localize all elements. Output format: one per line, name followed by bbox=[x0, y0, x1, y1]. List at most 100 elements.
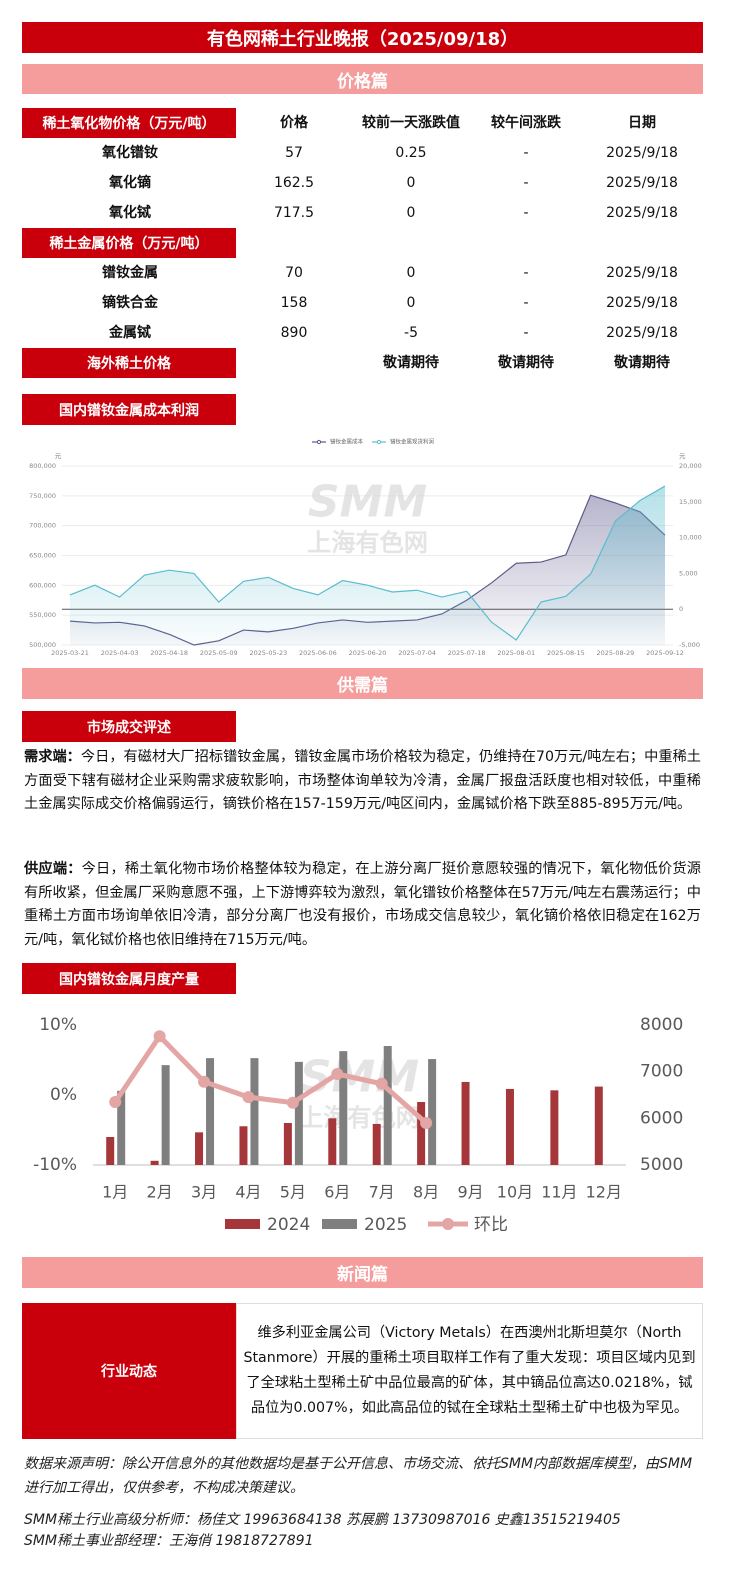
point bbox=[198, 1075, 211, 1088]
cell-value: 2025/9/18 bbox=[606, 175, 678, 191]
cell-value: 2025/9/18 bbox=[606, 145, 678, 161]
bar bbox=[195, 1132, 204, 1165]
legend-dot bbox=[376, 439, 382, 445]
paragraph: 需求端：今日，有磁材大厂招标镨钕金属，镨钕金属市场价格较为稳定，仍维持在70万元… bbox=[24, 746, 701, 817]
cell-value: 70 bbox=[285, 265, 303, 281]
y2-tick-label: 8000 bbox=[640, 1015, 683, 1035]
bar bbox=[461, 1081, 470, 1165]
x-tick-label: 5月 bbox=[280, 1183, 306, 1202]
paragraph: 供应端：今日，稀土氧化物市场价格整体较为稳定，在上游分离厂挺价意愿较强的情况下，… bbox=[24, 858, 701, 952]
legend-swatch bbox=[225, 1219, 260, 1229]
cell-value: 0.25 bbox=[395, 145, 427, 161]
x-tick-label: 2025-05-23 bbox=[249, 649, 287, 657]
x-tick-label: 2025-07-18 bbox=[448, 649, 486, 657]
watermark-logo: SMM bbox=[308, 477, 427, 528]
cell-value: - bbox=[523, 265, 529, 281]
cost-profit-chart: 500,000 550,000 600,000 650,000 700,000 750,0… bbox=[29, 438, 702, 658]
watermark-name: 上海有色网 bbox=[307, 529, 428, 557]
bar bbox=[239, 1126, 248, 1165]
news-text: 维多利亚金属公司（Victory Metals）在西澳州北斯坦莫尔（North … bbox=[243, 1325, 696, 1416]
section-title: 新闻篇 bbox=[22, 1257, 703, 1288]
legend-label: 镨钕金属成本 bbox=[330, 438, 364, 446]
x-tick-label: 2025-06-20 bbox=[349, 649, 387, 657]
cell-value: 2025/9/18 bbox=[606, 295, 678, 311]
x-tick-label: 7月 bbox=[369, 1183, 395, 1202]
cell-value: 0 bbox=[406, 175, 416, 191]
legend-label: 镨钕金属现货利润 bbox=[390, 438, 435, 446]
price-table: 稀土氧化物价格（万元/吨） 价格 较前一天涨跌值 较午间涨跌 日期 氧化镨钕 57 0.25 -… bbox=[0, 108, 729, 380]
legend-swatch bbox=[322, 1219, 357, 1229]
bar bbox=[294, 1061, 303, 1165]
x-tick-label: 12月 bbox=[586, 1183, 622, 1202]
y-tick-label: 650,000 bbox=[29, 552, 56, 560]
x-tick-label: 3月 bbox=[191, 1183, 217, 1202]
y2-tick-label: -5,000 bbox=[679, 641, 700, 649]
x-tick-label: 2025-09-12 bbox=[646, 649, 684, 657]
column-header: 较前一天涨跌值 bbox=[362, 115, 460, 131]
bar bbox=[206, 1058, 215, 1165]
column-header: 价格 bbox=[280, 115, 308, 131]
y2-tick-label: 5,000 bbox=[679, 569, 698, 577]
y-tick-label: 500,000 bbox=[29, 641, 56, 649]
cell-value: 2025/9/18 bbox=[606, 265, 678, 281]
x-tick-label: 2025-07-04 bbox=[398, 649, 436, 657]
bar bbox=[339, 1051, 348, 1165]
watermark-name: 上海有色网 bbox=[299, 1104, 420, 1132]
cell-value: 158 bbox=[280, 295, 308, 311]
source-note: 数据来源声明：除公开信息外的其他数据均是基于公开信息、市场交流、依托SMM内部数… bbox=[24, 1456, 693, 1496]
bar bbox=[505, 1088, 514, 1165]
y2-tick-label: 0 bbox=[679, 605, 683, 613]
point bbox=[331, 1068, 344, 1080]
legend-label: 2025 bbox=[364, 1215, 407, 1235]
group-label: 稀土氧化物价格（万元/吨） bbox=[22, 108, 236, 138]
cell-value: 0 bbox=[406, 205, 416, 221]
y-unit: 元 bbox=[55, 452, 62, 460]
item-name: 镨钕金属 bbox=[102, 265, 158, 281]
x-tick-label: 1月 bbox=[102, 1183, 128, 1202]
line bbox=[113, 1033, 428, 1125]
x-tick-label: 2025-08-29 bbox=[597, 649, 635, 657]
y2-tick-label: 6000 bbox=[640, 1108, 683, 1128]
cell-value: 0 bbox=[406, 295, 416, 311]
x-tick-label: 2025-06-06 bbox=[299, 649, 337, 657]
legend-label: 2024 bbox=[267, 1215, 310, 1235]
cell-value: 2025/9/18 bbox=[606, 325, 678, 341]
bar bbox=[161, 1065, 170, 1165]
area bbox=[70, 495, 665, 645]
y-tick-label: 700,000 bbox=[29, 522, 56, 530]
bar bbox=[417, 1102, 426, 1165]
cell-value: - bbox=[523, 295, 529, 311]
cell-value: - bbox=[523, 175, 529, 191]
cell-value: 890 bbox=[280, 325, 308, 341]
bar bbox=[428, 1059, 437, 1165]
y2-tick-label: 10,000 bbox=[679, 534, 702, 542]
item-name: 氧化铽 bbox=[109, 205, 151, 221]
column-header: 较午间涨跌 bbox=[491, 115, 561, 131]
subsection-title: 市场成交评述 bbox=[22, 711, 236, 742]
cell-value: 敬请期待 bbox=[614, 355, 670, 371]
column-header: 日期 bbox=[628, 115, 656, 131]
chart-title: 国内镨钕金属成本利润 bbox=[22, 394, 236, 425]
y2-tick-label: 20,000 bbox=[679, 462, 702, 470]
y-tick-label: 750,000 bbox=[29, 492, 56, 500]
bar bbox=[550, 1090, 559, 1165]
cell-value: - bbox=[523, 145, 529, 161]
analysts: SMM稀土行业高级分析师：杨佳文 19963684138 苏展鹏 1373098… bbox=[24, 1512, 621, 1528]
cell-value: 2025/9/18 bbox=[606, 205, 678, 221]
cell-value: -5 bbox=[404, 325, 418, 341]
bar bbox=[594, 1086, 603, 1165]
x-tick-label: 2月 bbox=[147, 1183, 173, 1202]
bar bbox=[383, 1046, 392, 1165]
cell-value: 0 bbox=[406, 265, 416, 281]
cell-value: 敬请期待 bbox=[498, 355, 554, 371]
x-tick-label: 6月 bbox=[324, 1183, 350, 1202]
cell-value: 717.5 bbox=[273, 205, 315, 221]
x-tick-label: 9月 bbox=[457, 1183, 483, 1202]
x-tick-label: 4月 bbox=[235, 1183, 261, 1202]
paragraph-text: 今日，稀土氧化物市场价格整体较为稳定，在上游分离厂挺价意愿较强的情况下，氧化物低… bbox=[24, 861, 701, 948]
bar bbox=[117, 1090, 126, 1165]
y-tick-label: 10% bbox=[39, 1015, 77, 1035]
item-name: 氧化镨钕 bbox=[102, 145, 158, 161]
chart-title: 国内镨钕金属月度产量 bbox=[22, 963, 236, 994]
